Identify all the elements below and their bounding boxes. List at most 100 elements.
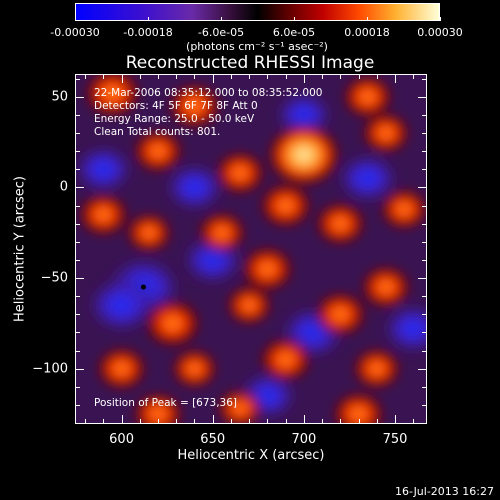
y-minor-tick: [422, 332, 426, 334]
colorbar-tick-mark: [294, 17, 295, 21]
y-tick-mark: [76, 278, 84, 279]
x-minor-tick: [194, 419, 196, 423]
y-minor-tick: [422, 296, 426, 298]
x-minor-tick: [194, 75, 196, 79]
heatmap-positive-region: [78, 193, 129, 236]
y-minor-tick: [422, 151, 426, 153]
colorbar: [75, 3, 440, 21]
heatmap-positive-region: [259, 183, 312, 228]
heatmap-positive-region: [267, 124, 340, 186]
y-tick-mark: [418, 278, 426, 279]
x-minor-tick: [249, 419, 251, 423]
y-tick-label: −100: [32, 361, 68, 377]
heatmap-positive-region: [352, 348, 401, 389]
x-minor-tick: [413, 419, 415, 423]
x-tick-mark: [395, 75, 396, 83]
y-minor-tick: [422, 205, 426, 207]
x-minor-tick: [376, 419, 378, 423]
x-tick-mark: [395, 415, 396, 423]
y-minor-tick: [76, 386, 80, 388]
x-minor-tick: [158, 75, 160, 79]
x-minor-tick: [322, 419, 324, 423]
x-minor-tick: [103, 75, 105, 79]
y-tick-mark: [76, 187, 84, 189]
y-minor-tick: [76, 404, 80, 406]
y-minor-tick: [76, 114, 80, 116]
y-minor-tick: [76, 169, 80, 171]
colorbar-tick-label: -6.0e-05: [197, 26, 245, 39]
heatmap-positive-region: [361, 112, 410, 154]
y-minor-tick: [76, 241, 80, 243]
y-tick-mark: [76, 96, 84, 98]
y-tick-mark: [76, 368, 84, 370]
y-tick-mark: [418, 96, 426, 98]
heatmap-positive-region: [332, 391, 385, 423]
x-tick-label: 650: [200, 432, 226, 447]
heatmap-image: [76, 75, 426, 423]
y-minor-tick: [422, 241, 426, 243]
colorbar-tick-label: -0.00030: [50, 26, 100, 39]
y-minor-tick: [422, 78, 426, 80]
x-tick-label: 700: [291, 432, 317, 447]
y-minor-tick: [76, 78, 80, 80]
y-axis-label: Heliocentric Y (arcsec): [12, 176, 28, 322]
x-minor-tick: [267, 419, 269, 423]
y-tick-label: 0: [59, 179, 68, 195]
x-minor-tick: [230, 419, 232, 423]
minimum-marker: [140, 284, 146, 290]
y-minor-tick: [422, 314, 426, 316]
heatmap-positive-region: [126, 213, 172, 253]
heatmap-positive-region: [84, 75, 141, 118]
x-minor-tick: [249, 75, 251, 79]
colorbar-tick-label: 6.0e-05: [272, 26, 316, 39]
colorbar-tick-mark: [148, 17, 149, 21]
colorbar-tick-mark: [367, 17, 368, 21]
x-minor-tick: [358, 75, 360, 79]
x-tick-mark: [121, 415, 123, 423]
x-tick-mark: [121, 75, 123, 83]
x-minor-tick: [285, 75, 287, 79]
x-minor-tick: [85, 75, 87, 79]
y-minor-tick: [422, 404, 426, 406]
y-minor-tick: [422, 386, 426, 388]
heatmap-positive-region: [133, 392, 184, 423]
heatmap-positive-region: [241, 246, 294, 292]
y-minor-tick: [76, 133, 80, 134]
x-minor-tick: [340, 419, 342, 423]
y-minor-tick: [422, 259, 426, 261]
y-minor-tick: [422, 114, 426, 116]
x-minor-tick: [358, 419, 360, 423]
colorbar-tick-label: 0.00030: [417, 26, 463, 39]
heatmap-positive-region: [342, 75, 393, 118]
colorbar-tick-label: -0.00018: [123, 26, 173, 39]
colorbar-tick-mark: [440, 17, 441, 21]
y-minor-tick: [76, 151, 80, 153]
y-minor-tick: [76, 314, 80, 316]
x-minor-tick: [376, 75, 378, 79]
x-minor-tick: [176, 419, 178, 423]
heatmap-negative-region: [163, 162, 226, 213]
y-minor-tick: [422, 350, 426, 352]
x-tick-mark: [303, 75, 305, 83]
heatmap-negative-region: [335, 152, 400, 205]
x-tick-label: 600: [109, 432, 134, 447]
x-tick-mark: [212, 415, 214, 423]
heatmap-positive-region: [226, 285, 272, 325]
y-minor-tick: [76, 350, 80, 352]
heatmap-positive-region: [144, 299, 201, 348]
x-minor-tick: [230, 75, 232, 79]
x-axis-label: Heliocentric X (arcsec): [177, 448, 325, 463]
x-minor-tick: [322, 75, 324, 79]
heatmap-positive-region: [314, 292, 367, 337]
annotation-energy-range: Energy Range: 25.0 - 50.0 keV: [94, 113, 255, 125]
x-tick-mark: [303, 415, 305, 423]
heatmap-positive-region: [360, 265, 411, 309]
x-tick-label: 750: [382, 432, 408, 447]
heatmap-positive-region: [215, 151, 266, 195]
x-minor-tick: [139, 75, 141, 79]
colorbar-gradient: [76, 4, 439, 20]
x-minor-tick: [158, 419, 160, 423]
x-minor-tick: [413, 75, 415, 79]
colorbar-tick-mark: [75, 17, 76, 21]
x-minor-tick: [285, 419, 287, 423]
